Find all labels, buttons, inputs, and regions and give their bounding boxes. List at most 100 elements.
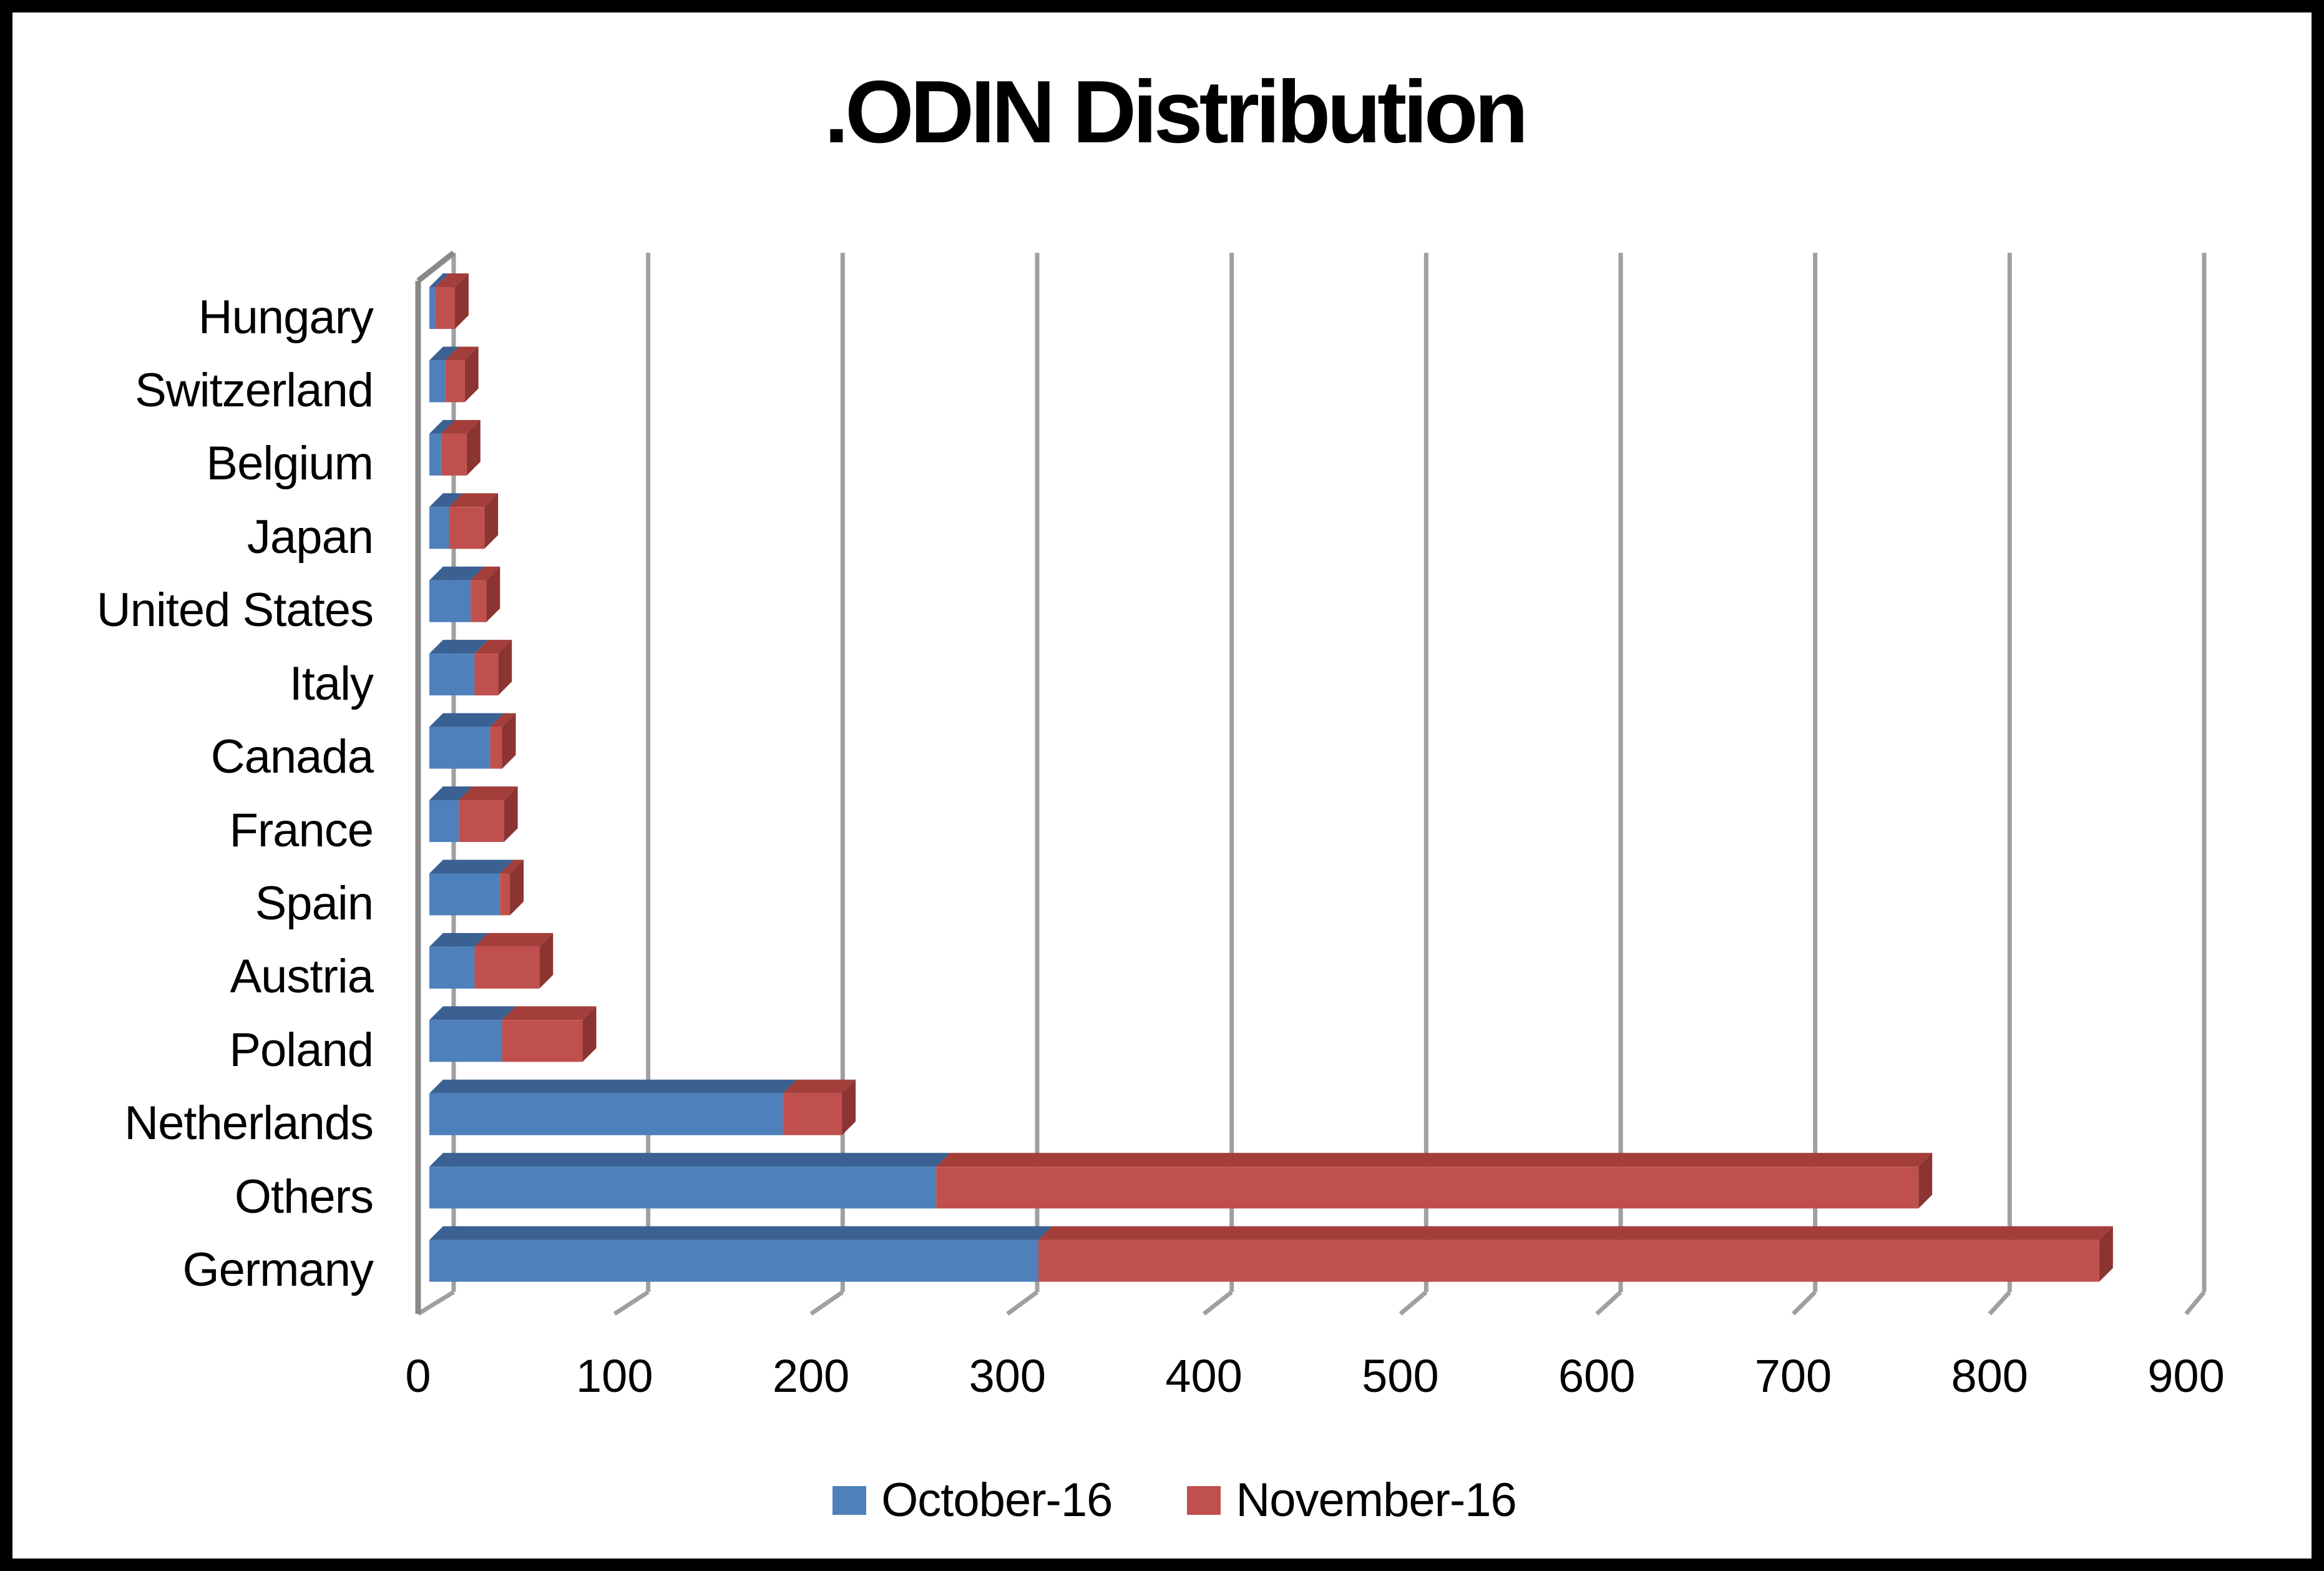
bar-united-states-november-16-top: [471, 566, 500, 580]
x-tick-label-0: 0: [405, 1350, 431, 1402]
bar-italy-november-16-top: [474, 640, 512, 654]
bar-others-october-16: [429, 1167, 937, 1209]
legend: October-16 November-16: [12, 1473, 2312, 1527]
bar-japan-october-16: [429, 507, 449, 549]
bar-belgium-november-16-top: [441, 419, 481, 434]
bar-poland-october-16-top: [429, 1006, 516, 1020]
category-label-spain: Spain: [255, 876, 374, 930]
bar-france-november-16-side: [504, 786, 518, 843]
x-tick-label-600: 600: [1558, 1350, 1636, 1402]
legend-label-october: October-16: [881, 1474, 1113, 1527]
bar-germany-october-16: [429, 1240, 1038, 1282]
bar-france-october-16-top: [429, 786, 473, 801]
bar-hungary-november-16-top: [435, 273, 469, 287]
bar-switzerland-november-16: [445, 360, 465, 403]
category-label-others: Others: [234, 1170, 374, 1223]
bar-austria-october-16-top: [429, 932, 489, 947]
bar-belgium-october-16-top: [429, 419, 455, 434]
x-tick-label-300: 300: [969, 1350, 1047, 1402]
gridline-foot: [417, 1290, 455, 1316]
category-label-austria: Austria: [230, 950, 374, 1004]
bar-canada-november-16-top: [490, 713, 516, 727]
bar-germany-october-16-top: [429, 1226, 1052, 1240]
bar-germany-november-16-top: [1038, 1226, 2113, 1240]
bar-italy-november-16: [474, 653, 499, 696]
x-tick-label-700: 700: [1754, 1350, 1832, 1402]
bar-hungary-november-16: [435, 287, 455, 329]
category-label-switzerland: Switzerland: [135, 363, 374, 417]
gridline-foot: [2184, 1290, 2206, 1316]
bar-italy-november-16-side: [498, 640, 512, 696]
axis-wall-top-edge: [416, 250, 456, 283]
bar-switzerland-november-16-side: [464, 346, 479, 403]
bar-united-states-november-16-side: [486, 566, 500, 622]
bar-hungary-october-16: [429, 287, 436, 329]
category-label-japan: Japan: [247, 510, 374, 564]
gridline-foot: [1595, 1290, 1623, 1316]
bar-spain-november-16-top: [500, 859, 524, 874]
bar-others-november-16: [936, 1167, 1919, 1209]
bar-netherlands-october-16-top: [429, 1079, 797, 1094]
bar-hungary-november-16-side: [454, 273, 469, 329]
bar-belgium-november-16-side: [466, 419, 481, 476]
bar-switzerland-november-16-top: [445, 346, 479, 361]
legend-swatch-november: [1187, 1485, 1221, 1515]
bar-netherlands-october-16: [429, 1093, 783, 1135]
bar-austria-november-16: [474, 946, 540, 989]
gridline-foot: [1988, 1290, 2011, 1316]
bar-others-november-16-side: [1918, 1153, 1933, 1209]
legend-label-november: November-16: [1236, 1474, 1516, 1527]
bar-united-states-november-16: [471, 580, 487, 622]
bar-belgium-october-16: [429, 433, 441, 476]
bar-united-states-october-16: [429, 580, 471, 622]
category-label-france: France: [229, 803, 374, 857]
category-label-hungary: Hungary: [198, 290, 374, 344]
bar-belgium-november-16: [441, 433, 467, 476]
category-label-united-states: United States: [96, 584, 374, 637]
bar-switzerland-october-16-top: [429, 346, 459, 361]
bar-spain-november-16: [500, 873, 510, 916]
bar-japan-november-16-top: [449, 493, 499, 507]
bar-france-october-16: [429, 800, 459, 843]
bar-japan-november-16: [449, 507, 485, 549]
bar-united-states-october-16-top: [429, 566, 485, 580]
x-tick-label-800: 800: [1951, 1350, 2028, 1402]
x-tick-label-500: 500: [1362, 1350, 1439, 1402]
bar-spain-october-16-top: [429, 859, 514, 874]
bar-germany-november-16-side: [2099, 1226, 2113, 1282]
bar-japan-october-16-top: [429, 493, 463, 507]
bar-switzerland-october-16: [429, 360, 446, 403]
bar-netherlands-november-16-top: [783, 1079, 856, 1094]
legend-swatch-october: [832, 1485, 867, 1515]
x-tick-label-200: 200: [772, 1350, 850, 1402]
bar-austria-november-16-top: [474, 932, 554, 947]
category-label-italy: Italy: [289, 657, 374, 710]
category-label-canada: Canada: [210, 730, 374, 784]
legend-item-october: October-16: [832, 1473, 1113, 1527]
bar-canada-november-16: [490, 727, 502, 769]
bar-france-november-16: [459, 800, 504, 843]
bar-poland-october-16: [429, 1020, 502, 1062]
bar-spain-november-16-side: [510, 859, 524, 916]
gridline-foot: [613, 1290, 650, 1316]
bar-others-november-16-top: [936, 1153, 1933, 1167]
bar-austria-november-16-side: [539, 932, 554, 989]
bar-poland-november-16-side: [582, 1006, 597, 1062]
bar-hungary-october-16-top: [429, 273, 449, 287]
bar-france-november-16-top: [459, 786, 518, 801]
gridline-foot: [1399, 1290, 1428, 1316]
bar-italy-october-16: [429, 653, 475, 696]
chart-title: .ODIN Distribution: [824, 62, 1529, 162]
plot-area: [415, 250, 2207, 1316]
bar-austria-october-16: [429, 946, 475, 989]
category-label-poland: Poland: [229, 1023, 374, 1077]
gridline-foot: [1006, 1290, 1039, 1316]
bar-canada-november-16-side: [502, 713, 516, 769]
bar-netherlands-november-16: [783, 1093, 842, 1135]
bar-japan-november-16-side: [484, 493, 499, 549]
gridline-foot: [1202, 1290, 1233, 1316]
bar-netherlands-november-16-side: [842, 1079, 856, 1135]
gridline-foot: [809, 1290, 844, 1316]
bar-canada-october-16: [429, 727, 491, 769]
